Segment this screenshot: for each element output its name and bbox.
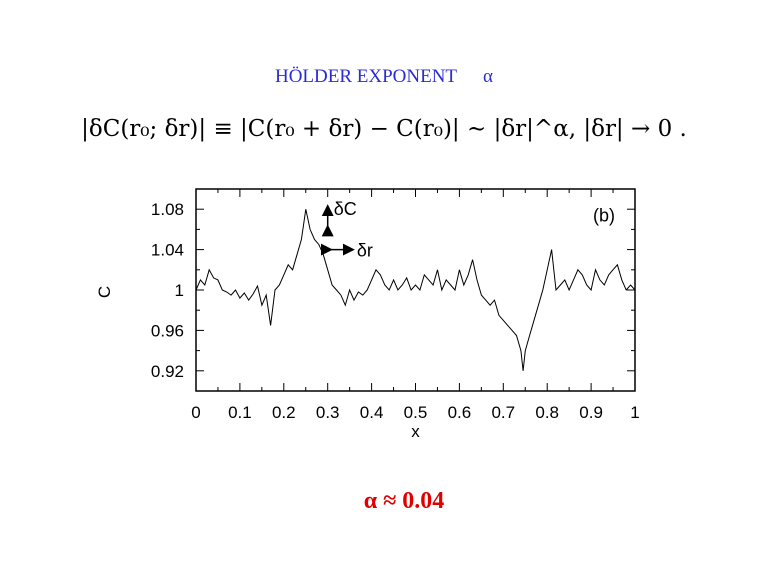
x-tick-label: 0.1 bbox=[228, 403, 252, 422]
x-tick-label: 0 bbox=[191, 403, 200, 422]
alpha-result: α ≈ 0.04 bbox=[363, 488, 445, 514]
delta-c-label: δC bbox=[334, 199, 357, 219]
x-axis-label: x bbox=[411, 422, 420, 441]
slide-title: HÖLDER EXPONENT α bbox=[0, 66, 768, 88]
x-tick-label: 0.9 bbox=[579, 403, 603, 422]
x-tick-label: 0.3 bbox=[316, 403, 340, 422]
y-tick-label: 0.92 bbox=[151, 362, 184, 381]
series-line bbox=[195, 209, 636, 371]
x-tick-label: 0.4 bbox=[360, 403, 384, 422]
y-axis-label: C bbox=[95, 286, 114, 298]
slide-title-symbol: α bbox=[483, 66, 494, 87]
x-tick-label: 0.7 bbox=[491, 403, 515, 422]
x-tick-label: 1 bbox=[630, 403, 639, 422]
y-tick-label: 1.08 bbox=[151, 200, 184, 219]
y-tick-label: 1 bbox=[175, 281, 184, 300]
y-tick-label: 1.04 bbox=[151, 241, 184, 260]
x-tick-label: 0.5 bbox=[404, 403, 428, 422]
x-tick-label: 0.8 bbox=[535, 403, 559, 422]
y-tick-label: 0.96 bbox=[151, 321, 184, 340]
x-tick-label: 0.6 bbox=[448, 403, 472, 422]
delta-r-label: δr bbox=[357, 241, 373, 261]
panel-label: (b) bbox=[593, 205, 615, 225]
holder-formula: |δC(r₀; δr)| ≡ |C(r₀ + δr) − C(r₀)| ∼ |δ… bbox=[81, 116, 687, 142]
x-tick-label: 0.2 bbox=[272, 403, 296, 422]
slide-title-text: HÖLDER EXPONENT bbox=[274, 66, 458, 87]
